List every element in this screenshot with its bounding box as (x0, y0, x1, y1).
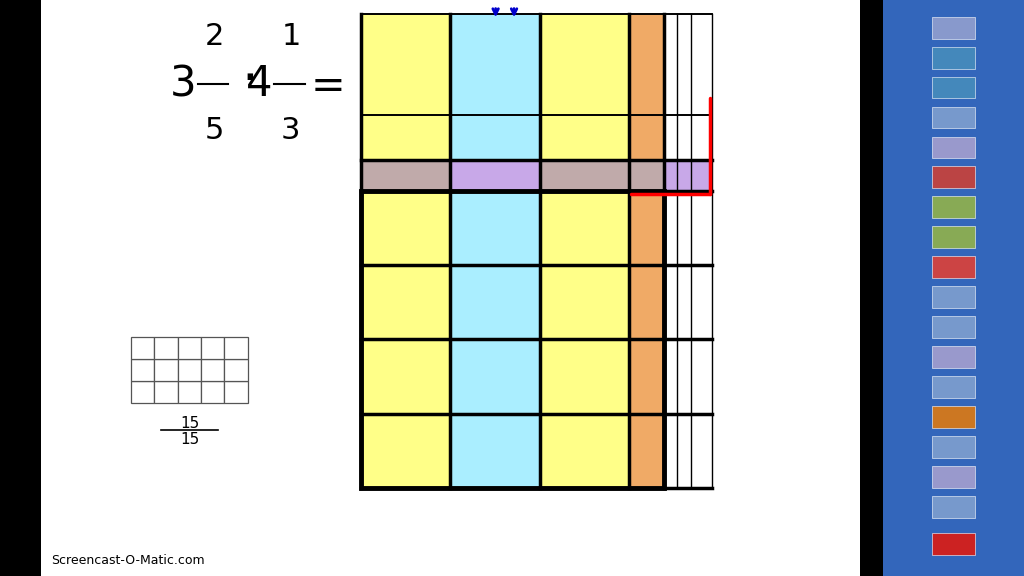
Bar (629, 265, 664, 339)
Bar (41, 0, 881, 576)
Bar (691, 160, 712, 191)
Bar (540, 339, 629, 414)
Bar (932, 47, 975, 69)
Bar (664, 339, 677, 414)
Bar (883, 0, 1024, 576)
Text: $=$: $=$ (302, 63, 343, 104)
Bar (361, 14, 450, 115)
Bar (540, 14, 629, 115)
Bar (932, 107, 975, 128)
Bar (932, 166, 975, 188)
Bar (361, 191, 450, 265)
Bar (691, 339, 712, 414)
Text: $3$: $3$ (281, 115, 299, 146)
Bar (201, 381, 224, 403)
Text: $5$: $5$ (204, 115, 222, 146)
Bar (540, 414, 629, 488)
Bar (664, 14, 677, 115)
Bar (677, 265, 691, 339)
Bar (224, 359, 248, 381)
Bar (932, 533, 975, 555)
Bar (932, 496, 975, 518)
Bar (361, 115, 450, 160)
Bar (540, 265, 629, 339)
Bar (932, 77, 975, 98)
Bar (664, 160, 677, 191)
Bar (860, 0, 883, 576)
Bar (450, 339, 540, 414)
Bar (178, 359, 201, 381)
Bar (664, 414, 677, 488)
Bar (932, 406, 975, 428)
Bar (450, 414, 540, 488)
Bar (450, 265, 540, 339)
Bar (450, 160, 540, 191)
Bar (450, 14, 540, 115)
Bar (932, 466, 975, 488)
Text: $2$: $2$ (204, 21, 222, 52)
Bar (361, 265, 450, 339)
Text: 15: 15 (180, 416, 199, 431)
Bar (131, 359, 155, 381)
Bar (540, 115, 629, 160)
Bar (691, 115, 712, 160)
Bar (155, 381, 178, 403)
Bar (201, 359, 224, 381)
Bar (361, 191, 664, 488)
Bar (629, 14, 664, 115)
Bar (691, 265, 712, 339)
Text: $3$: $3$ (169, 63, 195, 104)
Bar (691, 14, 712, 115)
Bar (932, 137, 975, 158)
Bar (691, 414, 712, 488)
Bar (629, 160, 664, 191)
Bar (677, 115, 691, 160)
Bar (932, 316, 975, 338)
Bar (677, 339, 691, 414)
Bar (361, 339, 450, 414)
Bar (361, 414, 450, 488)
Bar (131, 337, 155, 359)
Bar (932, 256, 975, 278)
Bar (677, 160, 691, 191)
Bar (629, 191, 664, 265)
Text: $1$: $1$ (281, 21, 299, 52)
Text: 15: 15 (180, 432, 199, 447)
Bar (932, 226, 975, 248)
Bar (677, 191, 691, 265)
Bar (677, 414, 691, 488)
Bar (664, 115, 677, 160)
Bar (691, 191, 712, 265)
Bar (450, 191, 540, 265)
Bar (664, 265, 677, 339)
Bar (131, 381, 155, 403)
Bar (932, 286, 975, 308)
Bar (155, 359, 178, 381)
Bar (664, 191, 677, 265)
Bar (629, 339, 664, 414)
Text: Screencast-O-Matic.com: Screencast-O-Matic.com (51, 554, 205, 567)
Bar (629, 115, 664, 160)
Bar (201, 337, 224, 359)
Text: $\cdot$: $\cdot$ (242, 54, 254, 104)
Bar (932, 436, 975, 458)
Bar (932, 376, 975, 398)
Bar (361, 160, 450, 191)
Bar (178, 337, 201, 359)
Text: $4$: $4$ (245, 63, 271, 104)
Bar (932, 17, 975, 39)
Bar (450, 115, 540, 160)
Bar (224, 381, 248, 403)
Bar (677, 14, 691, 115)
Bar (224, 337, 248, 359)
Bar (932, 196, 975, 218)
Bar (629, 414, 664, 488)
Bar (540, 191, 629, 265)
Bar (178, 381, 201, 403)
Bar (155, 337, 178, 359)
Bar (540, 160, 629, 191)
Bar (932, 346, 975, 368)
